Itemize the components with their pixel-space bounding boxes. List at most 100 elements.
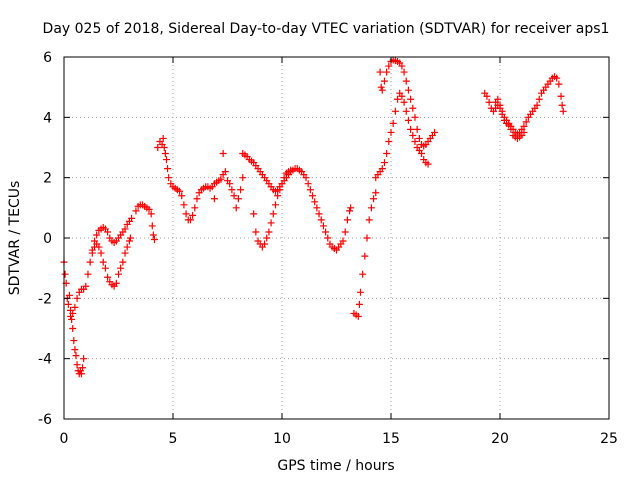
data-point	[317, 216, 325, 224]
chart-title: Day 025 of 2018, Sidereal Day-to-day VTE…	[43, 21, 610, 37]
data-point	[123, 243, 131, 251]
data-point	[557, 92, 565, 100]
data-point	[376, 68, 384, 76]
data-point	[161, 150, 169, 158]
data-point	[339, 237, 347, 245]
x-tick-label: 5	[169, 431, 178, 447]
data-point	[309, 192, 317, 200]
data-point	[387, 128, 395, 136]
data-point	[378, 86, 386, 94]
data-point	[71, 346, 79, 354]
data-point	[112, 279, 120, 287]
data-point	[88, 249, 96, 257]
data-point	[558, 101, 566, 109]
data-point	[311, 198, 319, 206]
data-point	[147, 210, 155, 218]
data-point	[418, 150, 426, 158]
data-point	[226, 180, 234, 188]
grid-lines	[64, 57, 609, 419]
data-point	[189, 211, 197, 219]
y-tick-label: 6	[43, 50, 52, 66]
data-point	[354, 312, 362, 320]
data-point	[159, 134, 167, 142]
data-point	[219, 150, 227, 158]
data-point	[101, 264, 109, 272]
data-point	[82, 282, 90, 290]
data-point	[97, 249, 105, 257]
data-point	[232, 204, 240, 212]
data-point	[559, 107, 567, 115]
data-point	[162, 156, 170, 164]
data-point	[93, 231, 101, 239]
data-point	[385, 62, 393, 70]
data-point	[70, 337, 78, 345]
data-point	[239, 174, 247, 182]
data-point	[128, 214, 136, 222]
data-point	[407, 125, 415, 133]
data-point	[84, 270, 92, 278]
data-point	[150, 236, 158, 244]
data-point	[424, 160, 432, 168]
data-point	[117, 264, 125, 272]
data-point	[498, 107, 506, 115]
x-axis-ticks: 0 5 10 15 20 25	[60, 57, 618, 447]
data-point	[522, 118, 530, 126]
x-tick-label: 15	[382, 431, 400, 447]
data-point	[380, 159, 388, 167]
data-point	[372, 189, 380, 197]
y-tick-label: -4	[38, 352, 52, 368]
y-tick-label: 4	[43, 110, 52, 126]
y-tick-label: 0	[43, 231, 52, 247]
data-point	[389, 119, 397, 127]
data-point	[121, 225, 129, 233]
data-points	[60, 56, 567, 378]
data-point	[61, 270, 69, 278]
data-point	[271, 201, 279, 209]
data-point	[278, 180, 286, 188]
data-point	[252, 228, 260, 236]
data-point	[411, 113, 419, 121]
data-point	[496, 101, 504, 109]
data-point	[535, 95, 543, 103]
data-point	[411, 137, 419, 145]
data-point	[261, 240, 269, 248]
data-point	[398, 92, 406, 100]
data-point	[234, 195, 242, 203]
data-point	[485, 98, 493, 106]
data-point	[343, 216, 351, 224]
data-point	[265, 228, 273, 236]
x-axis-label: GPS time / hours	[277, 458, 394, 474]
data-point	[154, 144, 162, 151]
data-point	[176, 187, 184, 195]
data-point	[145, 205, 153, 213]
data-point	[72, 352, 80, 360]
data-point	[250, 210, 258, 218]
data-point	[132, 207, 140, 215]
data-point	[402, 77, 410, 85]
data-point	[520, 122, 528, 130]
data-point	[359, 270, 367, 278]
y-axis-label: SDTVAR / TECUs	[7, 181, 23, 296]
data-point	[319, 222, 327, 230]
y-tick-label: 2	[43, 171, 52, 187]
data-point	[347, 204, 355, 212]
data-point	[115, 270, 122, 278]
data-point	[400, 98, 408, 106]
data-point	[228, 186, 236, 194]
data-point	[407, 95, 415, 103]
data-point	[276, 186, 284, 194]
data-point	[263, 234, 271, 242]
data-point	[164, 165, 172, 173]
data-point	[383, 150, 391, 158]
data-point	[125, 237, 133, 245]
y-tick-label: -6	[38, 412, 52, 428]
data-point	[383, 68, 391, 76]
data-point	[178, 192, 186, 200]
data-point	[415, 134, 423, 142]
data-point	[324, 234, 332, 242]
data-point	[313, 204, 321, 212]
data-point	[64, 300, 72, 308]
data-point	[409, 131, 417, 139]
data-point	[149, 231, 157, 239]
